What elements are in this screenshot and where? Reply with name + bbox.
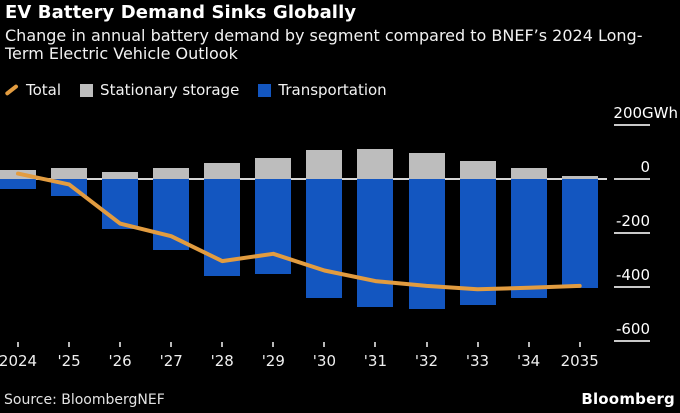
legend-label-transportation: Transportation — [278, 81, 387, 99]
x-axis-label: '30 — [312, 352, 336, 370]
chart-subtitle: Change in annual battery demand by segme… — [5, 27, 642, 63]
zero-gridline — [0, 178, 607, 180]
legend-item-transportation: Transportation — [258, 81, 387, 99]
x-axis-tick — [68, 342, 71, 347]
y-axis-tick — [614, 232, 650, 234]
x-axis-tick — [578, 342, 581, 347]
y-axis-label: -400 — [615, 266, 650, 284]
y-axis-tick — [614, 286, 650, 288]
bar-segment-stationary-storage — [510, 167, 547, 179]
x-axis-tick — [374, 342, 377, 347]
bar-segment-stationary-storage — [306, 150, 343, 179]
x-axis-tick — [272, 342, 275, 347]
bar-segment-transportation — [357, 179, 394, 308]
x-axis-label: '28 — [210, 352, 234, 370]
x-axis-tick — [170, 342, 173, 347]
bar-segment-transportation — [510, 179, 547, 299]
x-axis-tick — [221, 342, 224, 347]
transportation-swatch-icon — [258, 83, 272, 97]
y-axis-tick — [614, 178, 650, 180]
y-axis-label: -200 — [615, 212, 650, 230]
bar-segment-stationary-storage — [204, 163, 241, 179]
legend-label-total: Total — [26, 81, 62, 99]
bar-segment-transportation — [306, 179, 343, 299]
y-axis-label: 200GWh — [613, 104, 678, 122]
bloomberg-logo: Bloomberg — [581, 390, 675, 408]
x-axis-tick — [17, 342, 19, 347]
x-axis-tick — [476, 342, 479, 347]
legend-label-stationary-storage: Stationary storage — [100, 81, 240, 99]
x-axis-label: '31 — [363, 352, 387, 370]
x-axis-label: '27 — [159, 352, 183, 370]
bar-segment-stationary-storage — [357, 149, 394, 179]
chart-subtitle-line2: Term Electric Vehicle Outlook — [5, 44, 238, 63]
source-label: Source: BloombergNEF — [4, 392, 165, 408]
bar-segment-stationary-storage — [561, 175, 598, 179]
total-line-path — [16, 171, 582, 292]
bar-segment-stationary-storage — [153, 168, 190, 179]
x-axis-label: '33 — [465, 352, 490, 370]
legend-item-stationary-storage: Stationary storage — [80, 81, 239, 99]
x-axis-label: '34 — [516, 352, 541, 370]
legend: Total Stationary storage Transportation — [4, 81, 387, 99]
x-axis-label: '32 — [414, 352, 439, 370]
bar-segment-stationary-storage — [408, 152, 445, 179]
bar-segment-stationary-storage — [255, 158, 292, 179]
x-axis-tick — [323, 342, 326, 347]
bar-segment-transportation — [459, 179, 496, 305]
y-axis-label: 0 — [640, 158, 650, 176]
x-axis-label: '26 — [108, 352, 132, 370]
bar-segment-stationary-storage — [459, 160, 496, 179]
bar-segment-stationary-storage — [102, 172, 139, 180]
bar-segment-transportation — [0, 179, 36, 189]
y-axis-label: -600 — [615, 320, 650, 338]
chart-subtitle-line1: Change in annual battery demand by segme… — [5, 26, 643, 45]
legend-item-total: Total — [4, 81, 61, 99]
stationary-storage-swatch-icon — [80, 83, 94, 97]
bar-segment-transportation — [102, 179, 139, 230]
x-axis-tick — [527, 342, 530, 347]
x-axis-tick — [119, 342, 122, 347]
y-axis-tick — [614, 124, 650, 126]
bar-segment-transportation — [561, 179, 598, 289]
x-axis-tick — [425, 342, 428, 347]
x-axis-label: 2035 — [560, 352, 599, 370]
x-axis-label: '29 — [261, 352, 285, 370]
x-axis-label: '25 — [57, 352, 81, 370]
x-axis-label: 2024 — [0, 352, 38, 370]
bar-segment-stationary-storage — [51, 168, 88, 179]
y-axis-tick — [614, 340, 650, 342]
chart-title: EV Battery Demand Sinks Globally — [5, 2, 357, 23]
